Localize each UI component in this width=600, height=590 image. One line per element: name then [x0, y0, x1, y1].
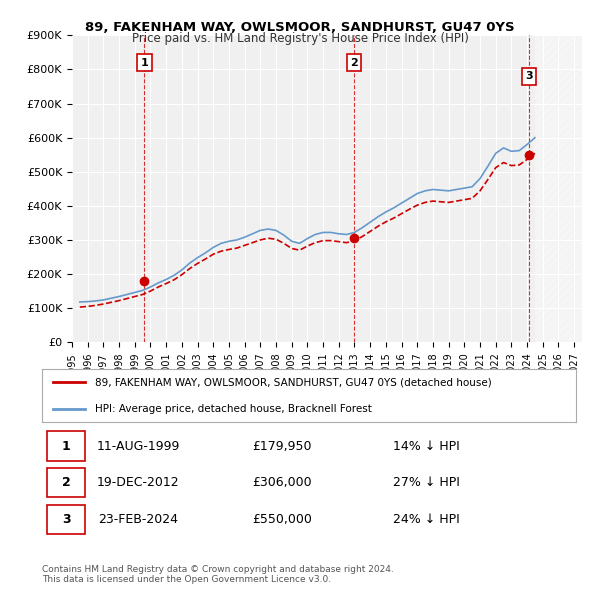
- Text: 27% ↓ HPI: 27% ↓ HPI: [393, 476, 460, 489]
- Text: 23-FEB-2024: 23-FEB-2024: [98, 513, 178, 526]
- Text: 3: 3: [62, 513, 70, 526]
- Text: 14% ↓ HPI: 14% ↓ HPI: [393, 440, 460, 453]
- Text: Contains HM Land Registry data © Crown copyright and database right 2024.
This d: Contains HM Land Registry data © Crown c…: [42, 565, 394, 584]
- FancyBboxPatch shape: [47, 431, 85, 461]
- Text: 2: 2: [350, 58, 358, 68]
- Text: 89, FAKENHAM WAY, OWLSMOOR, SANDHURST, GU47 0YS (detached house): 89, FAKENHAM WAY, OWLSMOOR, SANDHURST, G…: [95, 377, 492, 387]
- Text: 19-DEC-2012: 19-DEC-2012: [97, 476, 179, 489]
- Text: HPI: Average price, detached house, Bracknell Forest: HPI: Average price, detached house, Brac…: [95, 404, 372, 414]
- Text: 1: 1: [62, 440, 70, 453]
- Text: 24% ↓ HPI: 24% ↓ HPI: [393, 513, 460, 526]
- Text: 1: 1: [140, 58, 148, 68]
- FancyBboxPatch shape: [47, 468, 85, 497]
- Text: 3: 3: [526, 71, 533, 81]
- Text: 2: 2: [62, 476, 70, 489]
- Text: £179,950: £179,950: [253, 440, 312, 453]
- Text: £550,000: £550,000: [253, 513, 312, 526]
- Text: £306,000: £306,000: [253, 476, 312, 489]
- Bar: [535, 35, 582, 342]
- Text: 89, FAKENHAM WAY, OWLSMOOR, SANDHURST, GU47 0YS: 89, FAKENHAM WAY, OWLSMOOR, SANDHURST, G…: [85, 21, 515, 34]
- Text: 11-AUG-1999: 11-AUG-1999: [97, 440, 180, 453]
- Text: Price paid vs. HM Land Registry's House Price Index (HPI): Price paid vs. HM Land Registry's House …: [131, 32, 469, 45]
- FancyBboxPatch shape: [47, 504, 85, 534]
